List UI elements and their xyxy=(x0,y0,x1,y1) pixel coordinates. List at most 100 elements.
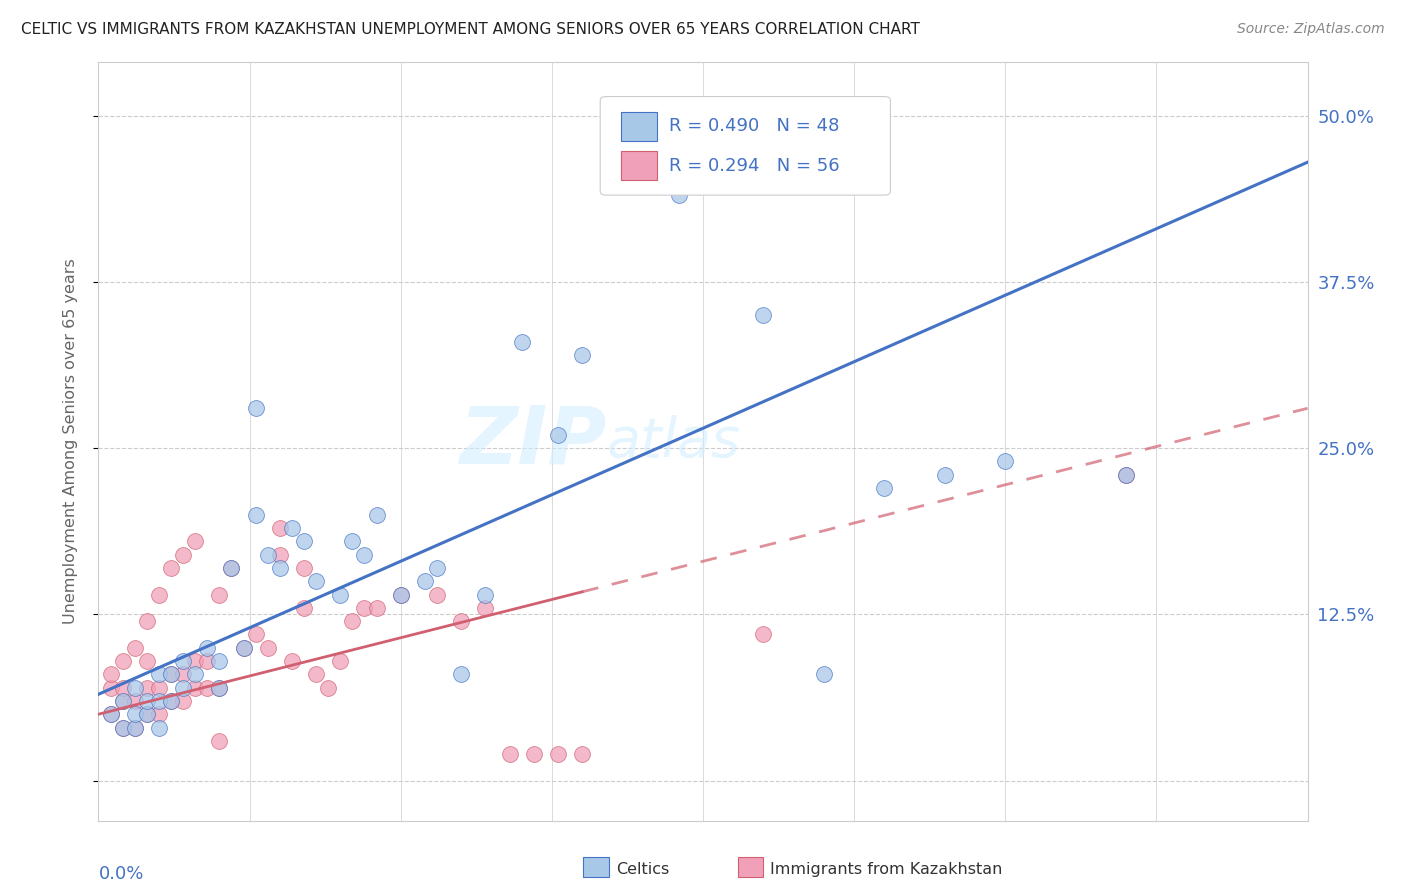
Y-axis label: Unemployment Among Seniors over 65 years: Unemployment Among Seniors over 65 years xyxy=(63,259,77,624)
Point xyxy=(124,721,146,735)
Point xyxy=(329,654,352,668)
Point xyxy=(232,640,254,655)
Point xyxy=(160,667,183,681)
Point xyxy=(111,694,134,708)
Point xyxy=(111,681,134,695)
Point xyxy=(111,721,134,735)
Point xyxy=(281,521,304,535)
Point xyxy=(571,747,593,761)
Point xyxy=(413,574,436,589)
Point xyxy=(184,534,207,549)
Point xyxy=(124,694,146,708)
Point xyxy=(135,707,157,722)
Point xyxy=(523,747,546,761)
Point xyxy=(510,334,533,349)
Point xyxy=(571,348,593,362)
Point xyxy=(498,747,520,761)
Point xyxy=(172,654,194,668)
Text: 0.0%: 0.0% xyxy=(98,864,143,882)
Point xyxy=(292,600,315,615)
Point xyxy=(135,707,157,722)
Point xyxy=(208,681,231,695)
Point xyxy=(366,508,388,522)
Point xyxy=(389,587,412,601)
Point xyxy=(124,681,146,695)
Point xyxy=(450,614,472,628)
Point xyxy=(329,587,352,601)
Point xyxy=(100,667,122,681)
Point xyxy=(256,640,278,655)
Point xyxy=(100,707,122,722)
Point xyxy=(994,454,1017,468)
Point xyxy=(184,681,207,695)
Point xyxy=(184,667,207,681)
Point xyxy=(366,600,388,615)
Point xyxy=(668,188,690,202)
Point xyxy=(148,667,170,681)
FancyBboxPatch shape xyxy=(600,96,890,195)
Point xyxy=(1115,467,1137,482)
Point xyxy=(124,721,146,735)
Point xyxy=(269,521,291,535)
Point xyxy=(172,548,194,562)
Point xyxy=(111,694,134,708)
Point xyxy=(135,694,157,708)
Point xyxy=(934,467,956,482)
Point xyxy=(342,614,364,628)
Point xyxy=(160,667,183,681)
Point xyxy=(342,534,364,549)
Point xyxy=(873,481,896,495)
Point xyxy=(245,401,267,416)
Point xyxy=(195,654,218,668)
Point xyxy=(292,534,315,549)
Point xyxy=(316,681,339,695)
Text: CELTIC VS IMMIGRANTS FROM KAZAKHSTAN UNEMPLOYMENT AMONG SENIORS OVER 65 YEARS CO: CELTIC VS IMMIGRANTS FROM KAZAKHSTAN UNE… xyxy=(21,22,920,37)
Point xyxy=(245,508,267,522)
Point xyxy=(221,561,243,575)
Point xyxy=(256,548,278,562)
Text: Celtics: Celtics xyxy=(616,863,669,877)
Point xyxy=(269,561,291,575)
Point xyxy=(474,587,496,601)
Point xyxy=(160,694,183,708)
Point xyxy=(148,694,170,708)
Point xyxy=(353,548,375,562)
Point xyxy=(474,600,496,615)
Text: Immigrants from Kazakhstan: Immigrants from Kazakhstan xyxy=(770,863,1002,877)
Point xyxy=(111,654,134,668)
Point xyxy=(148,681,170,695)
Point xyxy=(547,428,569,442)
Point xyxy=(195,640,218,655)
Point xyxy=(269,548,291,562)
Point xyxy=(135,681,157,695)
Point xyxy=(135,654,157,668)
Point xyxy=(148,587,170,601)
Point xyxy=(148,707,170,722)
Point xyxy=(172,667,194,681)
Bar xyxy=(621,151,657,180)
Text: ZIP: ZIP xyxy=(458,402,606,481)
Point xyxy=(195,681,218,695)
Text: atlas: atlas xyxy=(606,415,741,468)
Bar xyxy=(621,112,657,141)
Point xyxy=(232,640,254,655)
Point xyxy=(172,694,194,708)
Point xyxy=(245,627,267,641)
Point xyxy=(631,175,654,189)
Text: R = 0.490   N = 48: R = 0.490 N = 48 xyxy=(669,117,839,135)
Text: R = 0.294   N = 56: R = 0.294 N = 56 xyxy=(669,157,839,175)
Point xyxy=(450,667,472,681)
Point xyxy=(305,667,328,681)
Point xyxy=(752,308,775,322)
Point xyxy=(100,681,122,695)
Point xyxy=(353,600,375,615)
Point xyxy=(426,561,449,575)
Point xyxy=(221,561,243,575)
Point xyxy=(305,574,328,589)
Point xyxy=(1115,467,1137,482)
Point xyxy=(208,734,231,748)
Point xyxy=(135,614,157,628)
Point xyxy=(184,654,207,668)
Point xyxy=(160,561,183,575)
Text: Source: ZipAtlas.com: Source: ZipAtlas.com xyxy=(1237,22,1385,37)
